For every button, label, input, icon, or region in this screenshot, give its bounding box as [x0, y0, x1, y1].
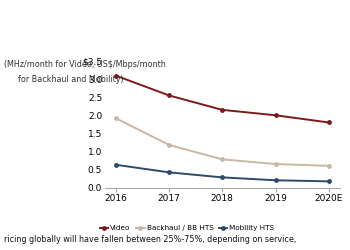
Text: Global mean satellite capacity price index: Global mean satellite capacity price ind…: [36, 8, 314, 22]
Text: for Backhaul and Mobility): for Backhaul and Mobility): [18, 75, 123, 84]
Text: (MHz/month for Video, US$/Mbps/month: (MHz/month for Video, US$/Mbps/month: [4, 60, 165, 69]
Legend: Video, Backhaul / BB HTS, Mobility HTS: Video, Backhaul / BB HTS, Mobility HTS: [97, 222, 278, 234]
Text: ricing globally will have fallen between 25%-75%, depending on service,: ricing globally will have fallen between…: [4, 235, 296, 244]
